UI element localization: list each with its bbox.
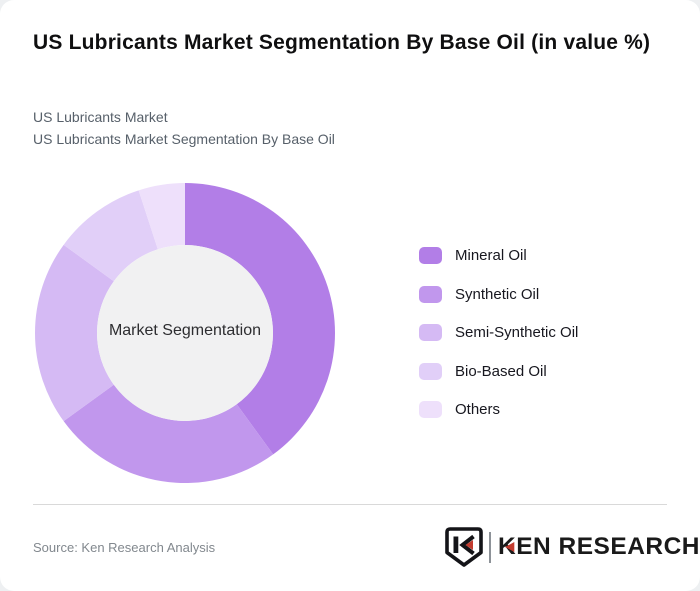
donut-segment-mineral-oil	[185, 183, 335, 455]
ken-research-logo: KEN RESEARCH	[445, 527, 699, 567]
footer-divider	[33, 504, 667, 505]
donut-segment-synthetic-oil	[63, 384, 274, 483]
legend: Mineral Oil Synthetic Oil Semi-Synthetic O…	[419, 247, 578, 440]
logo-separator	[489, 531, 491, 563]
page-title: US Lubricants Market Segmentation By Bas…	[33, 31, 651, 54]
donut-chart	[35, 183, 335, 483]
donut-segment-others	[138, 183, 185, 250]
subtitle-line-2: US Lubricants Market Segmentation By Bas…	[33, 131, 335, 147]
legend-item: Synthetic Oil	[419, 285, 578, 303]
donut-segment-bio-based-oil	[63, 190, 158, 282]
donut-center-circle	[97, 245, 273, 421]
legend-swatch	[419, 362, 442, 380]
legend-label: Synthetic Oil	[455, 285, 540, 303]
legend-item: Mineral Oil	[419, 247, 578, 264]
logo-wordmark: KEN RESEARCH	[498, 528, 700, 566]
ken-research-shield-icon	[445, 527, 483, 567]
legend-swatch	[419, 324, 442, 341]
legend-item: Others	[419, 401, 578, 418]
legend-item: Semi-Synthetic Oil	[419, 324, 578, 341]
legend-swatch	[419, 285, 442, 303]
donut-chart-holder	[35, 183, 335, 483]
legend-swatch	[419, 247, 442, 264]
legend-swatch	[419, 401, 442, 418]
legend-label: Mineral Oil	[455, 247, 527, 264]
logo-text: KEN RESEARCH	[498, 533, 700, 560]
donut-center-label: Market Segmentation	[108, 322, 262, 339]
legend-item: Bio-Based Oil	[419, 362, 578, 380]
legend-label: Others	[455, 401, 501, 418]
donut-segment-semi-synthetic-oil	[35, 244, 114, 422]
source-text: Source: Ken Research Analysis	[33, 540, 216, 555]
legend-label: Bio-Based Oil	[455, 362, 547, 380]
subtitle-line-1: US Lubricants Market	[33, 109, 168, 125]
logo-k-triangle-icon	[505, 542, 515, 552]
legend-label: Semi-Synthetic Oil	[455, 324, 579, 341]
